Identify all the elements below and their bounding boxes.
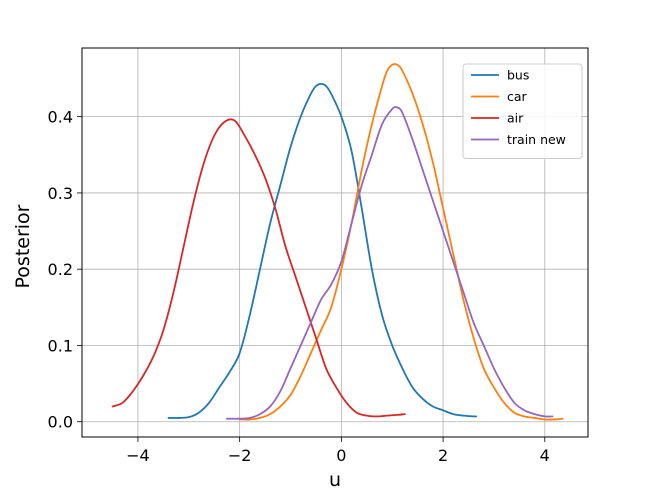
plot-frame (81, 47, 589, 438)
series-lines (111, 63, 564, 421)
legend-box (462, 63, 583, 159)
y-axis-label: Posterior (12, 204, 34, 288)
series-line-train-new (226, 106, 554, 420)
x-axis-ticks: −4 −2 0 2 4 (126, 437, 550, 465)
x-tick-label: 0 (336, 446, 346, 465)
y-tick-label: 0.0 (48, 413, 73, 432)
series-line-car (238, 63, 564, 421)
x-tick-label: 4 (540, 446, 550, 465)
legend-label: bus (507, 68, 529, 83)
y-tick-label: 0.3 (48, 184, 73, 203)
y-tick-label: 0.1 (48, 336, 73, 355)
x-tick-label: −4 (126, 446, 150, 465)
y-tick-label: 0.2 (48, 260, 73, 279)
y-axis-ticks: 0.0 0.1 0.2 0.3 0.4 (48, 108, 82, 432)
series-line-air (111, 118, 406, 418)
legend-label: car (507, 89, 528, 104)
x-axis-label: u (329, 469, 341, 490)
legend-label: train new (507, 132, 566, 147)
y-tick-label: 0.4 (48, 108, 73, 127)
legend: bus car air train new (462, 63, 583, 159)
x-tick-label: 2 (438, 446, 448, 465)
x-tick-label: −2 (228, 446, 252, 465)
series-line-bus (167, 82, 478, 419)
legend-label: air (507, 111, 524, 126)
